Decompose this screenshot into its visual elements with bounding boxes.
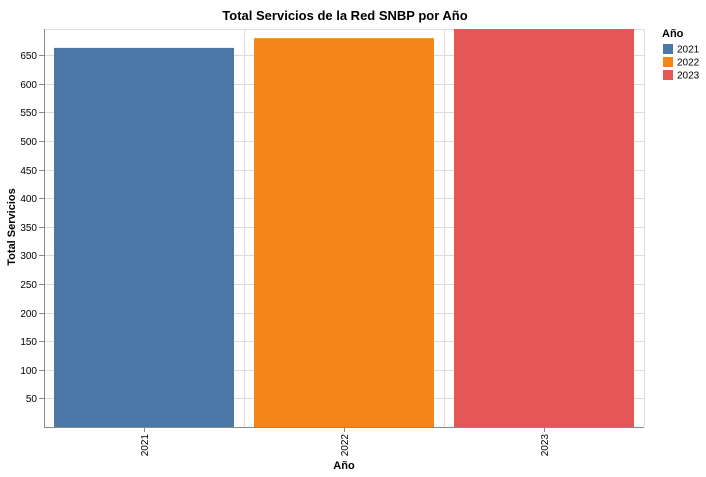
y-tick-label: 550: [20, 108, 37, 119]
y-tick-label: 450: [20, 166, 37, 177]
axes: 50 100 150 200 250 300 350 400 450 500 550 600 650 20…: [20, 29, 644, 456]
bars: [54, 29, 634, 428]
legend-title: Año: [662, 28, 684, 40]
legend: Año 2021 2022 2023: [662, 28, 700, 82]
bar-2023: [454, 29, 634, 427]
y-tick-label: 200: [20, 309, 37, 320]
y-tick-label: 150: [20, 337, 37, 348]
legend-label: 2021: [677, 45, 700, 56]
y-tick-label: 50: [26, 394, 38, 405]
y-tick-label: 600: [20, 80, 37, 91]
y-tick-label: 500: [20, 137, 37, 148]
x-tick-label: 2021: [140, 434, 151, 457]
chart-title: Total Servicios de la Red SNBP por Año: [222, 8, 467, 23]
bar-2022: [254, 38, 434, 428]
y-tick-label: 400: [20, 194, 37, 205]
legend-swatch-2023: [663, 70, 673, 80]
y-tick-label: 100: [20, 366, 37, 377]
legend-label: 2023: [677, 71, 700, 82]
bar-2021: [54, 47, 234, 427]
y-tick-label: 250: [20, 280, 37, 291]
x-tick-label: 2023: [540, 434, 551, 457]
legend-swatch-2021: [663, 44, 673, 54]
x-tick-label: 2022: [340, 434, 351, 457]
legend-swatch-2022: [663, 57, 673, 67]
legend-label: 2022: [677, 58, 700, 69]
y-tick-label: 650: [20, 51, 37, 62]
y-tick-label: 300: [20, 251, 37, 262]
y-axis-title: Total Servicios: [6, 188, 18, 265]
y-tick-label: 350: [20, 223, 37, 234]
x-axis-title: Año: [333, 460, 355, 472]
